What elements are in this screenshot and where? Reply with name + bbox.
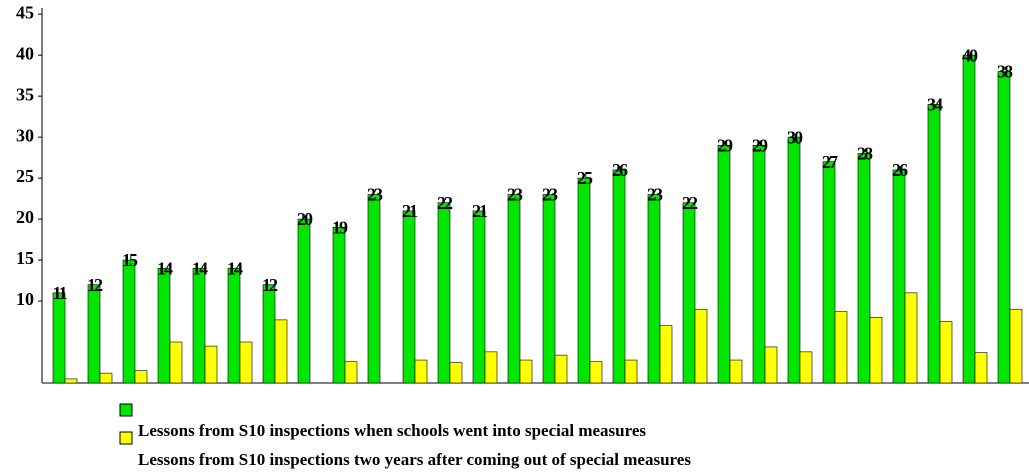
bar (122, 259, 136, 384)
data-label: 22 (682, 193, 698, 213)
y-tick-label: 15 (16, 248, 34, 268)
data-label: 14 (192, 258, 208, 278)
bar (227, 267, 241, 384)
bar (694, 308, 708, 384)
bar (554, 354, 568, 384)
bar (717, 145, 731, 384)
bar (239, 341, 253, 384)
legend-label: Lessons from S10 inspections two years a… (138, 450, 691, 469)
bar (577, 177, 591, 384)
bar (484, 351, 498, 384)
data-label: 34 (927, 94, 943, 114)
bar (857, 153, 871, 384)
y-tick-label: 35 (16, 84, 34, 104)
data-label: 25 (577, 168, 593, 188)
y-tick-label: 45 (16, 2, 34, 22)
bar (997, 71, 1011, 384)
bar (157, 267, 171, 384)
bar (367, 194, 381, 384)
bar (134, 370, 148, 384)
data-label: 14 (157, 258, 173, 278)
bar (612, 169, 626, 384)
y-tick-label: 25 (16, 166, 34, 186)
bar (892, 169, 906, 384)
bar (402, 210, 416, 384)
bar (752, 145, 766, 384)
data-label: 15 (122, 250, 138, 270)
data-label: 23 (507, 185, 523, 205)
bar (962, 54, 976, 384)
bar (449, 362, 463, 384)
data-label: 20 (297, 209, 313, 229)
bar (274, 319, 288, 384)
y-tick-label: 10 (16, 289, 34, 309)
bar (204, 345, 218, 384)
bar (729, 359, 743, 384)
data-label: 27 (822, 152, 838, 172)
bar (904, 292, 918, 384)
bar (507, 194, 521, 384)
bar (192, 267, 206, 384)
data-label: 38 (997, 62, 1013, 82)
bar (787, 136, 801, 384)
bar (414, 359, 428, 384)
bar (869, 317, 883, 384)
bar (87, 284, 101, 384)
data-label: 12 (262, 275, 278, 295)
bar (799, 351, 813, 384)
data-label: 21 (402, 201, 418, 221)
bar (939, 321, 953, 384)
bar (52, 292, 66, 384)
data-label: 29 (717, 135, 733, 155)
legend-swatch (119, 403, 133, 417)
legend-label: Lessons from S10 inspections when school… (138, 421, 646, 440)
data-label: 21 (472, 201, 488, 221)
bar (764, 346, 778, 384)
data-label: 29 (752, 135, 768, 155)
data-label: 22 (437, 193, 453, 213)
bar (822, 161, 836, 384)
bar (99, 372, 113, 384)
y-tick-label: 40 (16, 43, 34, 63)
bar (682, 202, 696, 384)
bar (589, 361, 603, 384)
bar (262, 284, 276, 384)
bar (542, 194, 556, 384)
bar (169, 341, 183, 384)
y-tick-label: 30 (16, 125, 34, 145)
data-label: 23 (647, 185, 663, 205)
bar (624, 359, 638, 384)
data-label: 12 (87, 275, 103, 295)
bar (437, 202, 451, 384)
bar (834, 311, 848, 384)
legend-swatch (119, 431, 133, 445)
bar (1009, 308, 1023, 384)
bar (344, 361, 358, 384)
data-label: 30 (787, 127, 803, 147)
bar (64, 378, 78, 384)
bar (659, 325, 673, 384)
data-label: 26 (892, 160, 908, 180)
y-tick-label: 20 (16, 207, 34, 227)
bar (519, 359, 533, 384)
bar (472, 210, 486, 384)
bar (647, 194, 661, 384)
bar (974, 352, 988, 384)
data-label: 26 (612, 160, 628, 180)
data-label: 28 (857, 144, 873, 164)
data-label: 40 (962, 45, 978, 65)
data-label: 23 (367, 185, 383, 205)
data-label: 23 (542, 185, 558, 205)
data-label: 11 (52, 283, 67, 303)
bar (332, 226, 346, 384)
data-label: 14 (227, 258, 243, 278)
bar (927, 104, 941, 384)
data-label: 19 (332, 217, 348, 237)
bar (297, 218, 311, 384)
